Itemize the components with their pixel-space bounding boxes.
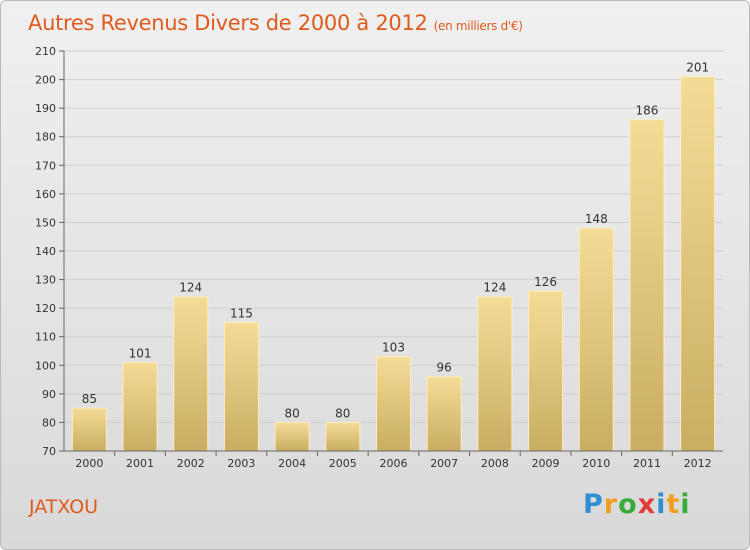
- x-tick-label-2010: 2010: [582, 457, 610, 470]
- bar-2012: [680, 76, 716, 452]
- x-tick-label-2004: 2004: [278, 457, 306, 470]
- x-tick-label-2006: 2006: [380, 457, 408, 470]
- value-label-2011: 186: [636, 104, 659, 118]
- title-text: Autres Revenus Divers de 2000 à 2012: [28, 11, 428, 35]
- bar-2000: [71, 407, 107, 452]
- value-label-2001: 101: [129, 346, 152, 360]
- proxiti-logo: Proxiti: [583, 489, 691, 520]
- y-tick-label: 200: [35, 74, 56, 87]
- x-tick-label-2012: 2012: [684, 457, 712, 470]
- y-tick-label: 130: [35, 274, 56, 287]
- x-tick-label-2001: 2001: [126, 457, 154, 470]
- logo-letter: o: [618, 489, 638, 520]
- y-tick-label: 100: [35, 359, 56, 372]
- logo-letter: i: [680, 489, 691, 520]
- value-label-2003: 115: [230, 306, 253, 320]
- city-name: JATXOU: [29, 496, 99, 518]
- value-label-2006: 103: [382, 341, 405, 355]
- chart-title: Autres Revenus Divers de 2000 à 2012 (en …: [28, 11, 523, 35]
- bar-2008: [477, 296, 513, 452]
- y-tick-label: 70: [42, 445, 56, 458]
- axes: 7080901001101201301401501601701801902002…: [35, 45, 723, 470]
- y-tick-label: 120: [35, 302, 56, 315]
- bar-2003: [223, 321, 259, 452]
- bar-2005: [325, 421, 361, 452]
- bar-2007: [426, 376, 462, 452]
- value-label-2007: 96: [437, 361, 452, 375]
- logo-letter: x: [637, 489, 657, 520]
- y-tick-label: 110: [35, 331, 56, 344]
- x-tick-label-2009: 2009: [532, 457, 560, 470]
- x-tick-label-2000: 2000: [75, 457, 103, 470]
- y-tick-label: 140: [35, 245, 56, 258]
- bar-2004: [274, 421, 310, 452]
- x-tick-label-2011: 2011: [633, 457, 661, 470]
- x-tick-label-2008: 2008: [481, 457, 509, 470]
- logo-letter: t: [666, 489, 681, 520]
- value-label-2000: 85: [82, 392, 97, 406]
- logo-letter: i: [656, 489, 667, 520]
- value-label-2010: 148: [585, 212, 608, 226]
- y-tick-label: 160: [35, 188, 56, 201]
- x-tick-label-2002: 2002: [177, 457, 205, 470]
- y-tick-label: 90: [42, 388, 56, 401]
- x-tick-label-2003: 2003: [227, 457, 255, 470]
- value-label-2005: 80: [335, 406, 350, 420]
- logo-letter: r: [603, 489, 619, 520]
- value-label-2008: 124: [483, 281, 506, 295]
- y-tick-label: 150: [35, 216, 56, 229]
- bar-2002: [173, 296, 209, 452]
- value-label-2004: 80: [284, 406, 299, 420]
- y-tick-label: 210: [35, 45, 56, 58]
- bar-2009: [528, 290, 564, 452]
- y-tick-label: 180: [35, 131, 56, 144]
- value-label-2012: 201: [686, 61, 709, 75]
- bar-2010: [578, 227, 614, 452]
- value-label-2009: 126: [534, 275, 557, 289]
- y-tick-label: 190: [35, 102, 56, 115]
- y-tick-label: 170: [35, 159, 56, 172]
- bar-2001: [122, 361, 158, 452]
- bar-2006: [376, 356, 411, 452]
- logo-letter: P: [583, 489, 604, 520]
- bars: 85 101 124 115 80 80 103 96 124 126 148 186 201: [71, 61, 716, 452]
- y-tick-label: 80: [42, 416, 56, 429]
- unit-text: (en milliers d'€): [433, 19, 523, 33]
- bar-2011: [629, 119, 665, 452]
- x-tick-label-2007: 2007: [430, 457, 458, 470]
- value-label-2002: 124: [179, 281, 202, 295]
- x-tick-label-2005: 2005: [329, 457, 357, 470]
